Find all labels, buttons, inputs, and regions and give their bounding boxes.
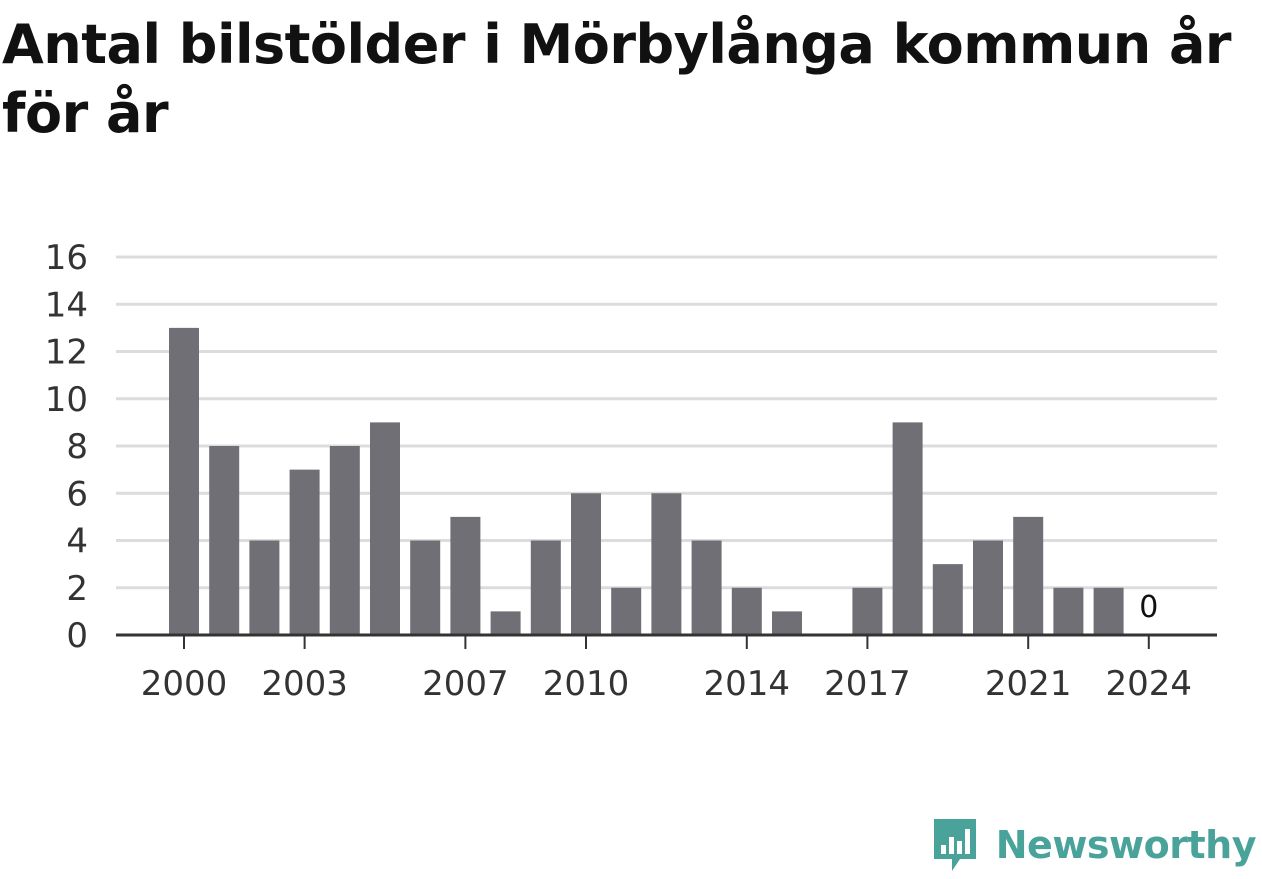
- y-tick-label: 0: [66, 616, 88, 656]
- bar-2018: [892, 422, 923, 635]
- x-tick-label: 2024: [1106, 664, 1193, 704]
- bar-2001: [209, 446, 240, 635]
- chart-title: Antal bilstölder i Mörbylånga kommun år …: [2, 13, 1232, 145]
- data-label-2024: 0: [1139, 590, 1158, 625]
- bar-chart-speech-bubble-icon: [933, 819, 976, 871]
- x-tick-label: 2021: [985, 664, 1072, 704]
- y-tick-label: 10: [45, 380, 88, 420]
- bar-2017: [852, 587, 883, 635]
- y-tick-label: 2: [66, 569, 88, 609]
- bar-2022: [1053, 587, 1084, 635]
- bar-2007: [450, 516, 481, 635]
- x-tick-label: 2017: [824, 664, 911, 704]
- bars: [169, 327, 1124, 635]
- bar-2005: [370, 422, 400, 635]
- y-tick-label: 16: [45, 238, 88, 278]
- y-tick-label: 14: [45, 285, 88, 325]
- bar-2019: [932, 564, 963, 635]
- x-tick-label: 2007: [422, 664, 509, 704]
- y-tick-label: 8: [66, 427, 88, 467]
- bar-2006: [410, 540, 441, 635]
- bar-2015: [772, 611, 802, 635]
- y-tick-label: 4: [66, 522, 88, 562]
- x-tick-label: 2010: [543, 664, 630, 704]
- y-tick-label: 6: [66, 474, 88, 514]
- bar-2021: [1013, 516, 1044, 635]
- bar-2012: [651, 493, 682, 635]
- bar-2014: [731, 587, 762, 635]
- bar-2004: [329, 446, 360, 635]
- axes: [116, 633, 1217, 649]
- bar-2008: [490, 611, 521, 635]
- bar-2009: [530, 540, 561, 635]
- bar-2000: [169, 327, 199, 635]
- y-tick-label: 12: [45, 333, 88, 373]
- bar-2020: [973, 540, 1003, 635]
- bar-2011: [611, 587, 642, 635]
- x-tick-label: 2000: [141, 664, 228, 704]
- newsworthy-logo: Newsworthy: [930, 815, 1257, 875]
- brand-name: Newsworthy: [995, 823, 1257, 867]
- x-tick-label: 2003: [261, 664, 348, 704]
- bar-2003: [289, 469, 320, 635]
- bar-2013: [691, 540, 722, 635]
- bar-2010: [571, 493, 601, 635]
- tick-labels: 0 2 4 6 8 10 12 14 16 2000 2003 2007 2010 2014 2017 202…: [45, 238, 1192, 704]
- bar-2002: [249, 540, 280, 635]
- x-tick-label: 2014: [704, 664, 791, 704]
- bar-2023: [1093, 587, 1124, 635]
